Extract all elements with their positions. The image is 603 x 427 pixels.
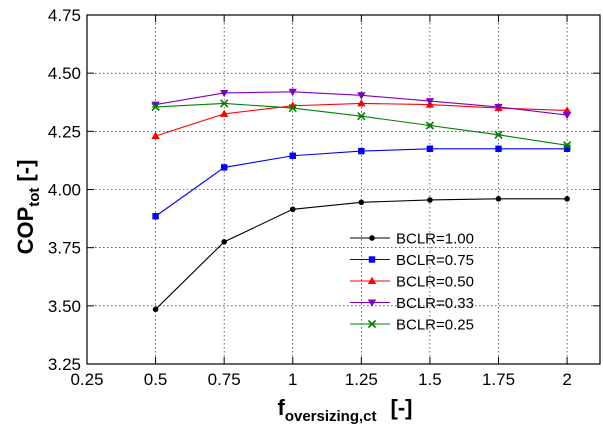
data-point bbox=[288, 103, 297, 113]
x-tick-label: 0.5 bbox=[144, 370, 168, 389]
data-point bbox=[425, 121, 435, 130]
data-point bbox=[288, 88, 297, 96]
data-point bbox=[368, 256, 376, 263]
x-tick-label: 1 bbox=[288, 370, 297, 389]
x-axis-title-sub: oversizing,ct bbox=[285, 408, 377, 425]
data-point bbox=[219, 109, 229, 117]
data-point bbox=[367, 319, 377, 329]
data-point bbox=[357, 112, 366, 121]
data-point bbox=[219, 89, 229, 98]
data-point bbox=[220, 164, 228, 171]
x-tick-label: 0.75 bbox=[208, 370, 241, 389]
y-axis-title: COPtot [-] bbox=[13, 160, 43, 255]
data-point bbox=[562, 112, 572, 120]
data-point bbox=[495, 196, 502, 202]
data-point bbox=[564, 196, 570, 202]
data-point bbox=[220, 99, 229, 108]
y-tick-label: 4.50 bbox=[48, 64, 81, 83]
legend-label: BCLR=0.50 bbox=[396, 274, 474, 291]
data-point bbox=[495, 145, 502, 152]
data-point bbox=[152, 306, 159, 313]
data-point bbox=[563, 145, 571, 152]
data-point bbox=[357, 99, 366, 107]
legend-entry: BCLR=0.33 bbox=[350, 295, 474, 312]
data-point bbox=[357, 92, 366, 100]
legend-label: BCLR=0.25 bbox=[396, 317, 474, 334]
y-tick-label: 4.25 bbox=[48, 122, 81, 141]
data-point bbox=[152, 213, 159, 220]
data-point bbox=[358, 199, 365, 206]
data-point bbox=[562, 141, 572, 150]
x-tick-label: 1.25 bbox=[345, 370, 378, 389]
y-tick-label: 3.25 bbox=[48, 355, 81, 374]
x-tick-label: 2 bbox=[562, 370, 571, 389]
legend-entry: BCLR=0.25 bbox=[350, 317, 474, 334]
data-point bbox=[289, 152, 296, 159]
y-tick-label: 4.75 bbox=[48, 6, 81, 25]
data-point bbox=[151, 131, 160, 139]
data-point bbox=[367, 299, 377, 307]
series-BCLR=0.75 bbox=[152, 145, 571, 220]
data-point bbox=[358, 147, 365, 155]
legend-entry: BCLR=0.75 bbox=[350, 252, 474, 269]
data-point bbox=[367, 276, 377, 284]
x-axis-title: foversizing,ct [-] bbox=[277, 395, 412, 425]
series-BCLR=1.00 bbox=[152, 196, 570, 313]
legend: BCLR=1.00 BCLR=0.75 BCLR=0.50 BCLR=0.33 BCLR… bbox=[350, 231, 474, 334]
data-point bbox=[562, 106, 572, 114]
series-BCLR=0.25 bbox=[151, 99, 572, 150]
x-tick-label: 1.75 bbox=[482, 370, 515, 389]
series-line bbox=[155, 148, 568, 217]
y-tick-label: 3.75 bbox=[48, 239, 81, 258]
legend-label: BCLR=0.75 bbox=[396, 252, 474, 269]
y-axis-title-sub: tot bbox=[26, 188, 43, 207]
data-point bbox=[494, 103, 503, 112]
x-axis-title-unit: [-] bbox=[391, 395, 413, 420]
series-BCLR=0.33 bbox=[151, 88, 572, 120]
legend-entry: BCLR=0.50 bbox=[350, 274, 474, 291]
legend-entry: BCLR=1.00 bbox=[350, 231, 474, 248]
data-point bbox=[425, 98, 435, 106]
legend-label: BCLR=0.33 bbox=[396, 295, 474, 312]
x-tick-label: 0.25 bbox=[70, 370, 103, 389]
data-point bbox=[221, 239, 227, 245]
x-tick-label: 1.5 bbox=[418, 370, 442, 389]
tick-labels: 3.25 3.50 3.75 4.00 4.25 4.50 4.75 0.25 0.5 0.75 1… bbox=[48, 6, 572, 389]
data-point bbox=[426, 145, 434, 152]
y-tick-label: 4.00 bbox=[48, 181, 81, 200]
series-layer bbox=[151, 88, 572, 313]
data-point bbox=[369, 235, 375, 241]
y-axis-title-main: COP bbox=[13, 207, 38, 255]
x-axis-title-main: f bbox=[277, 395, 285, 420]
data-point bbox=[289, 206, 296, 213]
data-point bbox=[494, 130, 503, 139]
data-point bbox=[427, 197, 433, 203]
data-point bbox=[151, 102, 160, 112]
grid bbox=[87, 15, 600, 364]
y-tick-label: 3.50 bbox=[48, 297, 81, 316]
ticks bbox=[86, 14, 600, 365]
data-point bbox=[151, 101, 160, 109]
y-axis-title-unit: [-] bbox=[13, 160, 38, 182]
legend-label: BCLR=1.00 bbox=[396, 231, 474, 248]
